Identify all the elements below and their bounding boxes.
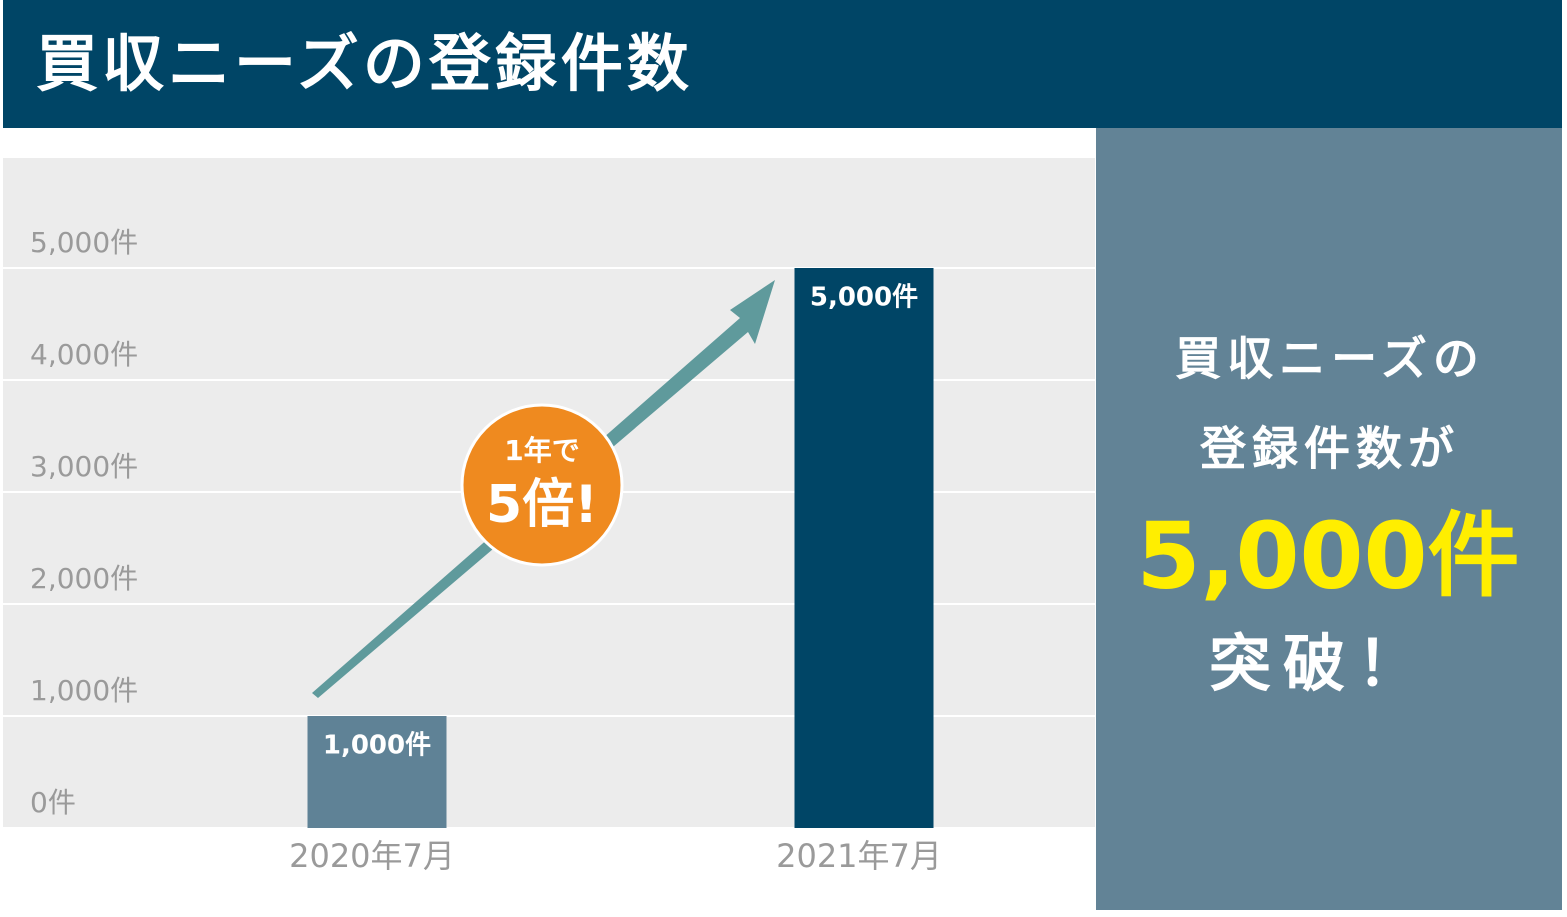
header-band: [3, 0, 1562, 128]
growth-arrow: [312, 280, 775, 698]
bar: [794, 268, 934, 828]
data-label: 5,000件: [810, 283, 918, 313]
chart-title: 買収ニーズの登録件数: [36, 27, 693, 100]
y-tick-label: 1,000件: [30, 674, 138, 707]
data-label: 1,000件: [323, 731, 431, 761]
badge-text: 1年で: [504, 434, 579, 467]
badge-text: 5倍!: [486, 475, 598, 535]
y-tick-label: 0件: [30, 786, 76, 819]
x-tick-label: 2021年7月: [776, 837, 942, 875]
bars: 1,000件 2020年7月 5,000件 2021年7月: [289, 268, 942, 875]
y-tick-label: 4,000件: [30, 338, 138, 371]
x-tick-label: 2020年7月: [289, 837, 455, 875]
y-tick-label: 3,000件: [30, 450, 138, 483]
callout-text: 登録件数が: [1199, 422, 1460, 476]
callout-panel: [1096, 128, 1562, 910]
callout-text: 買収ニーズの: [1175, 332, 1485, 386]
callout-text: 突破！: [1209, 627, 1431, 700]
bar: [307, 716, 447, 828]
callout-highlight: 5,000件: [1136, 502, 1519, 609]
badge-circle: [460, 403, 624, 567]
y-tick-label: 5,000件: [30, 226, 138, 259]
y-tick-label: 2,000件: [30, 562, 138, 595]
